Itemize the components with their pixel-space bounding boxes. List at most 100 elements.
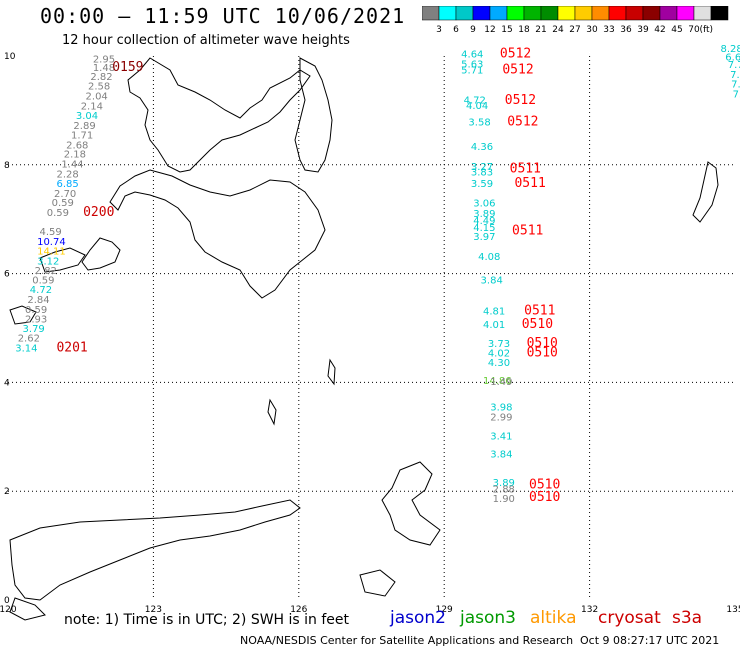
wave-height-value: 3.83 [471,168,493,179]
wave-height-value: 2.14 [81,101,103,112]
pass-time-label: 0511 [512,223,543,238]
wave-height-value: 2.18 [64,150,86,161]
wave-height-value: 2.62 [18,334,40,345]
wave-height-value: 3.27 [471,162,493,173]
coastline-halmahera [381,461,441,546]
coastlines [9,57,719,621]
map-title: 00:00 – 11:59 UTC 10/06/2021 [40,4,406,28]
wave-height-value: 0.59 [32,275,54,286]
wave-height-value: 2.99 [490,412,512,423]
coastline-misool [359,569,396,597]
wave-height-value: 2.28 [56,169,78,180]
colorbar-label: 27 [569,25,580,35]
satellite-jason2: jason2 [390,608,446,628]
pass-time-label: 0200 [83,205,114,220]
coastline-sulawesi [9,499,301,601]
wave-height-value: 2.82 [35,266,57,277]
wave-height-value: 1.48 [93,63,115,74]
wave-height-value: 4.30 [488,358,510,369]
wave-height-value: 1.49 [490,377,512,388]
pass-time-label: 0512 [502,62,533,77]
wave-height-value: 7. [730,70,740,81]
wave-height-value: 4.49 [473,216,495,227]
pass-time-label: 0512 [507,115,538,130]
colorbar-label: 24 [552,25,564,35]
wave-height-value: 0.59 [52,198,74,209]
coastline-talaud [327,358,336,386]
wave-height-value: 3.84 [481,275,503,286]
wave-height-value: 6.63 [725,52,740,63]
pass-time-label: 0159 [112,60,143,75]
wave-height-value: 14.86 [483,376,512,387]
coastline-sulu [39,247,86,273]
satellite-jason3: jason3 [460,608,516,628]
wave-height-value: 7. [733,89,740,100]
lat-tick-label: 4 [4,378,10,388]
colorbar-label: 3 [436,25,442,35]
colorbar-label: 21 [535,25,546,35]
footer-credit: NOAA/NESDIS Center for Satellite Applica… [240,634,574,647]
wave-height-value: 2.68 [66,140,88,151]
satellite-altika: altika [530,608,577,628]
colorbar-label: 42 [654,25,665,35]
observations: 2.951.4801592.822.582.042.143.042.891.71… [15,44,740,505]
colorbar-label: 18 [518,25,530,35]
wave-height-value: 2.84 [27,295,49,306]
wave-height-value: 4.15 [473,223,495,234]
wave-height-value: 3.97 [473,232,495,243]
wave-height-value: 4.08 [478,252,500,263]
lon-tick-label: 126 [290,605,307,615]
coastline-visayas [127,57,311,173]
lon-tick-label: 120 [0,605,17,615]
wave-height-value: 5.71 [461,65,483,76]
footer-timestamp: Oct 9 08:27:17 UTC 2021 [580,634,720,647]
wave-height-value: 2.88 [493,484,515,495]
wave-height-value: 4.64 [461,50,483,61]
lon-tick-label: 135 [726,605,740,615]
colorbar-label: 36 [620,25,632,35]
wave-height-value: 2.93 [25,315,47,326]
wave-height-colorbar: 3 6 9 12 15 18 21 24 27 30 33 36 39 42 45 70 (ft) [422,6,729,35]
lat-tick-label: 6 [4,270,10,280]
lat-tick-label: 10 [4,52,16,62]
pass-time-label: 0510 [529,477,560,492]
coastline-sulu-islands [9,305,37,325]
wave-height-value: 3.84 [490,449,512,460]
coastline-sulawesi-sw [9,597,46,621]
colorbar-label: 70 [688,25,700,35]
axis-labels: 120 123 126 129 132 135 10 8 6 4 2 0 [0,52,740,615]
wave-height-value: 4.59 [40,227,62,238]
wave-height-value: 0.59 [25,305,47,316]
wave-height-value: 2.04 [86,92,108,103]
pass-time-label: 0512 [505,93,536,108]
wave-height-value: 4.72 [30,285,52,296]
colorbar-label: 33 [603,25,614,35]
wave-height-value: 3.89 [473,209,495,220]
coastline-sangihe [267,398,277,426]
wave-height-value: 1.71 [71,131,93,142]
wave-height-value: 4.04 [466,101,488,112]
wave-height-value: 3.06 [473,199,495,210]
lon-tick-label: 132 [581,605,598,615]
wave-height-value: 0.59 [47,208,69,219]
wave-height-value: 3.41 [490,432,512,443]
wave-height-value: 3.98 [490,403,512,414]
wave-height-value: 8.28 [720,44,740,55]
wave-height-value: 3.58 [468,118,490,129]
wave-height-value: 3.14 [15,343,37,354]
wave-height-value: 3.79 [23,324,45,335]
wave-height-value: 4.36 [471,142,493,153]
wave-height-value: 2.70 [54,189,76,200]
wave-height-value: 3.89 [493,478,515,489]
pass-time-label: 0510 [522,317,553,332]
wave-height-value: 2.82 [90,72,112,83]
colorbar-label: 45 [671,25,682,35]
wave-height-value: 3.04 [76,111,98,122]
wave-height-value: 4.81 [483,306,505,317]
wave-height-value: 2.58 [88,82,110,93]
lat-tick-label: 8 [4,161,10,171]
lat-tick-label: 2 [4,487,10,497]
pass-time-label: 0510 [527,345,558,360]
coastline-samar-leyte [294,57,333,173]
